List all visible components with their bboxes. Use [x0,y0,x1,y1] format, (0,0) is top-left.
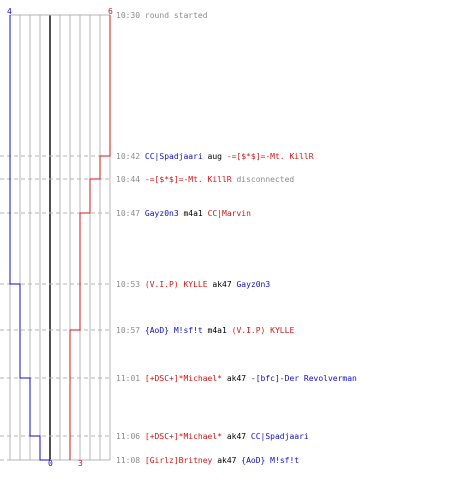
victim-name: -=[$*$]=-Mt. KillR [226,152,314,161]
killer-name: [+DSC+]*Michael* [144,374,222,383]
blue-team-score-line [9,15,50,461]
event-log-entry: 10:42 CC|Spadjaari aug -=[$*$]=-Mt. Kill… [116,152,314,162]
event-time: 11:01 [116,374,141,383]
event-message: round started [144,11,208,20]
victim-name: Gayz0n3 [236,280,271,289]
blue-end-score: 0 [48,459,53,468]
event-log-entry: 11:08 [Girlz]Britney ak47 {AoD} M!sf!t [116,456,299,466]
event-message: disconnected [236,175,295,184]
killer-name: CC|Spadjaari [144,152,203,161]
blue-start-score: 4 [7,7,12,16]
event-log-entry: 11:01 [+DSC+]*Michael* ak47 -[bfc]-Der R… [116,374,357,384]
event-log-entry: 10:47 Gayz0n3 m4a1 CC|Marvin [116,209,251,219]
weapon-name: m4a1 [183,209,203,218]
weapon-name: m4a1 [207,326,227,335]
event-log-entry: 10:57 {AoD} M!sf!t m4a1 (V.I.P) KYLLE [116,326,294,336]
victim-name: CC|Marvin [207,209,251,218]
victim-name: -[bfc]-Der Revolverman [250,374,357,383]
killer-name: {AoD} M!sf!t [144,326,203,335]
event-log-entry: 10:30 round started [116,11,208,21]
event-log-entry: 10:44 -=[$*$]=-Mt. KillR disconnected [116,175,294,185]
event-time: 10:44 [116,175,141,184]
killer-name: -=[$*$]=-Mt. KillR [144,175,232,184]
weapon-name: ak47 [217,456,237,465]
weapon-name: ak47 [226,374,247,383]
victim-name: CC|Spadjaari [250,432,309,441]
red-end-score: 3 [78,459,83,468]
weapon-name: aug [207,152,222,161]
event-time: 11:06 [116,432,141,441]
killer-name: [+DSC+]*Michael* [144,432,222,441]
victim-name: (V.I.P) KYLLE [231,326,295,335]
event-log-entry: 11:06 [+DSC+]*Michael* ak47 CC|Spadjaari [116,432,309,442]
victim-name: {AoD} M!sf!t [241,456,300,465]
event-time: 10:42 [116,152,141,161]
killer-name: [Girlz]Britney [144,456,213,465]
weapon-name: ak47 [226,432,247,441]
event-time: 10:53 [116,280,141,289]
weapon-name: ak47 [212,280,232,289]
event-time: 10:57 [116,326,141,335]
killer-name: (V.I.P) KYLLE [144,280,208,289]
red-team-score-line [69,15,111,460]
event-time: 11:08 [116,456,141,465]
event-time: 10:30 [116,11,141,20]
red-start-score: 6 [108,7,113,16]
event-time: 10:47 [116,209,141,218]
event-log-entry: 10:53 (V.I.P) KYLLE ak47 Gayz0n3 [116,280,270,290]
killer-name: Gayz0n3 [144,209,179,218]
